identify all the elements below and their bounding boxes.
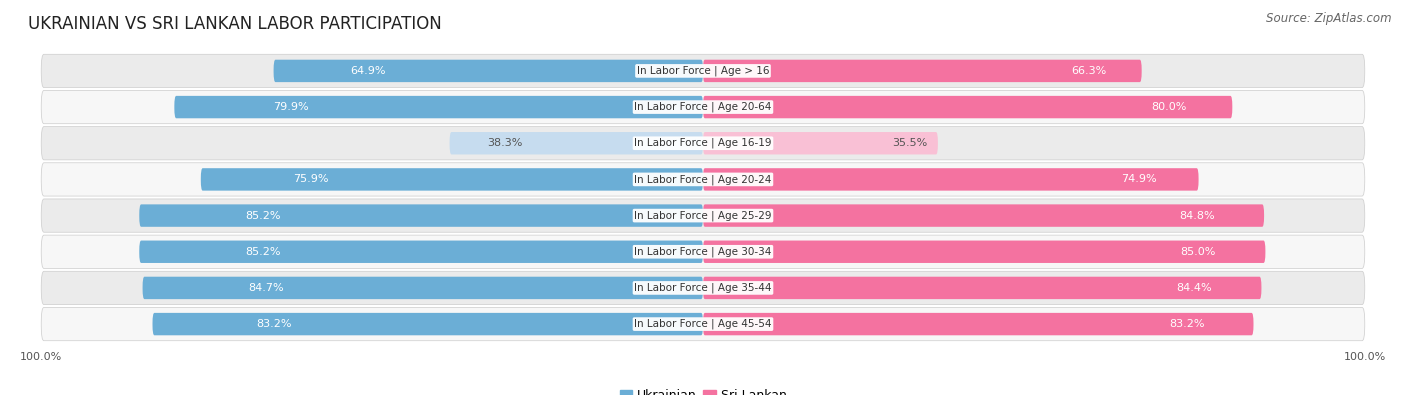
FancyBboxPatch shape — [450, 132, 703, 154]
Text: In Labor Force | Age > 16: In Labor Force | Age > 16 — [637, 66, 769, 76]
Text: In Labor Force | Age 16-19: In Labor Force | Age 16-19 — [634, 138, 772, 149]
Text: 79.9%: 79.9% — [273, 102, 308, 112]
Text: 64.9%: 64.9% — [350, 66, 385, 76]
FancyBboxPatch shape — [142, 277, 703, 299]
Text: 85.2%: 85.2% — [246, 211, 281, 220]
FancyBboxPatch shape — [152, 313, 703, 335]
FancyBboxPatch shape — [139, 241, 703, 263]
Text: 83.2%: 83.2% — [1170, 319, 1205, 329]
FancyBboxPatch shape — [41, 307, 1365, 341]
FancyBboxPatch shape — [274, 60, 703, 82]
Text: 84.7%: 84.7% — [247, 283, 284, 293]
FancyBboxPatch shape — [41, 271, 1365, 305]
FancyBboxPatch shape — [703, 241, 1265, 263]
Text: 75.9%: 75.9% — [294, 175, 329, 184]
Text: 84.8%: 84.8% — [1180, 211, 1215, 220]
Text: 85.2%: 85.2% — [246, 247, 281, 257]
Text: In Labor Force | Age 20-64: In Labor Force | Age 20-64 — [634, 102, 772, 112]
FancyBboxPatch shape — [41, 199, 1365, 232]
FancyBboxPatch shape — [703, 132, 938, 154]
FancyBboxPatch shape — [703, 204, 1264, 227]
FancyBboxPatch shape — [201, 168, 703, 191]
FancyBboxPatch shape — [703, 60, 1142, 82]
FancyBboxPatch shape — [41, 127, 1365, 160]
Text: 85.0%: 85.0% — [1180, 247, 1216, 257]
Text: In Labor Force | Age 25-29: In Labor Force | Age 25-29 — [634, 210, 772, 221]
Text: In Labor Force | Age 35-44: In Labor Force | Age 35-44 — [634, 283, 772, 293]
FancyBboxPatch shape — [174, 96, 703, 118]
FancyBboxPatch shape — [139, 204, 703, 227]
Text: 84.4%: 84.4% — [1177, 283, 1212, 293]
FancyBboxPatch shape — [41, 54, 1365, 88]
Text: In Labor Force | Age 30-34: In Labor Force | Age 30-34 — [634, 246, 772, 257]
FancyBboxPatch shape — [41, 235, 1365, 268]
FancyBboxPatch shape — [703, 96, 1232, 118]
FancyBboxPatch shape — [703, 277, 1261, 299]
FancyBboxPatch shape — [703, 168, 1198, 191]
FancyBboxPatch shape — [41, 163, 1365, 196]
FancyBboxPatch shape — [41, 90, 1365, 124]
Text: UKRAINIAN VS SRI LANKAN LABOR PARTICIPATION: UKRAINIAN VS SRI LANKAN LABOR PARTICIPAT… — [28, 15, 441, 33]
Text: 83.2%: 83.2% — [256, 319, 291, 329]
Text: 74.9%: 74.9% — [1122, 175, 1157, 184]
Text: 35.5%: 35.5% — [891, 138, 928, 148]
Text: In Labor Force | Age 45-54: In Labor Force | Age 45-54 — [634, 319, 772, 329]
FancyBboxPatch shape — [703, 313, 1254, 335]
Text: Source: ZipAtlas.com: Source: ZipAtlas.com — [1267, 12, 1392, 25]
Text: In Labor Force | Age 20-24: In Labor Force | Age 20-24 — [634, 174, 772, 185]
Text: 66.3%: 66.3% — [1071, 66, 1107, 76]
Legend: Ukrainian, Sri Lankan: Ukrainian, Sri Lankan — [614, 384, 792, 395]
Text: 80.0%: 80.0% — [1152, 102, 1187, 112]
Text: 38.3%: 38.3% — [488, 138, 523, 148]
